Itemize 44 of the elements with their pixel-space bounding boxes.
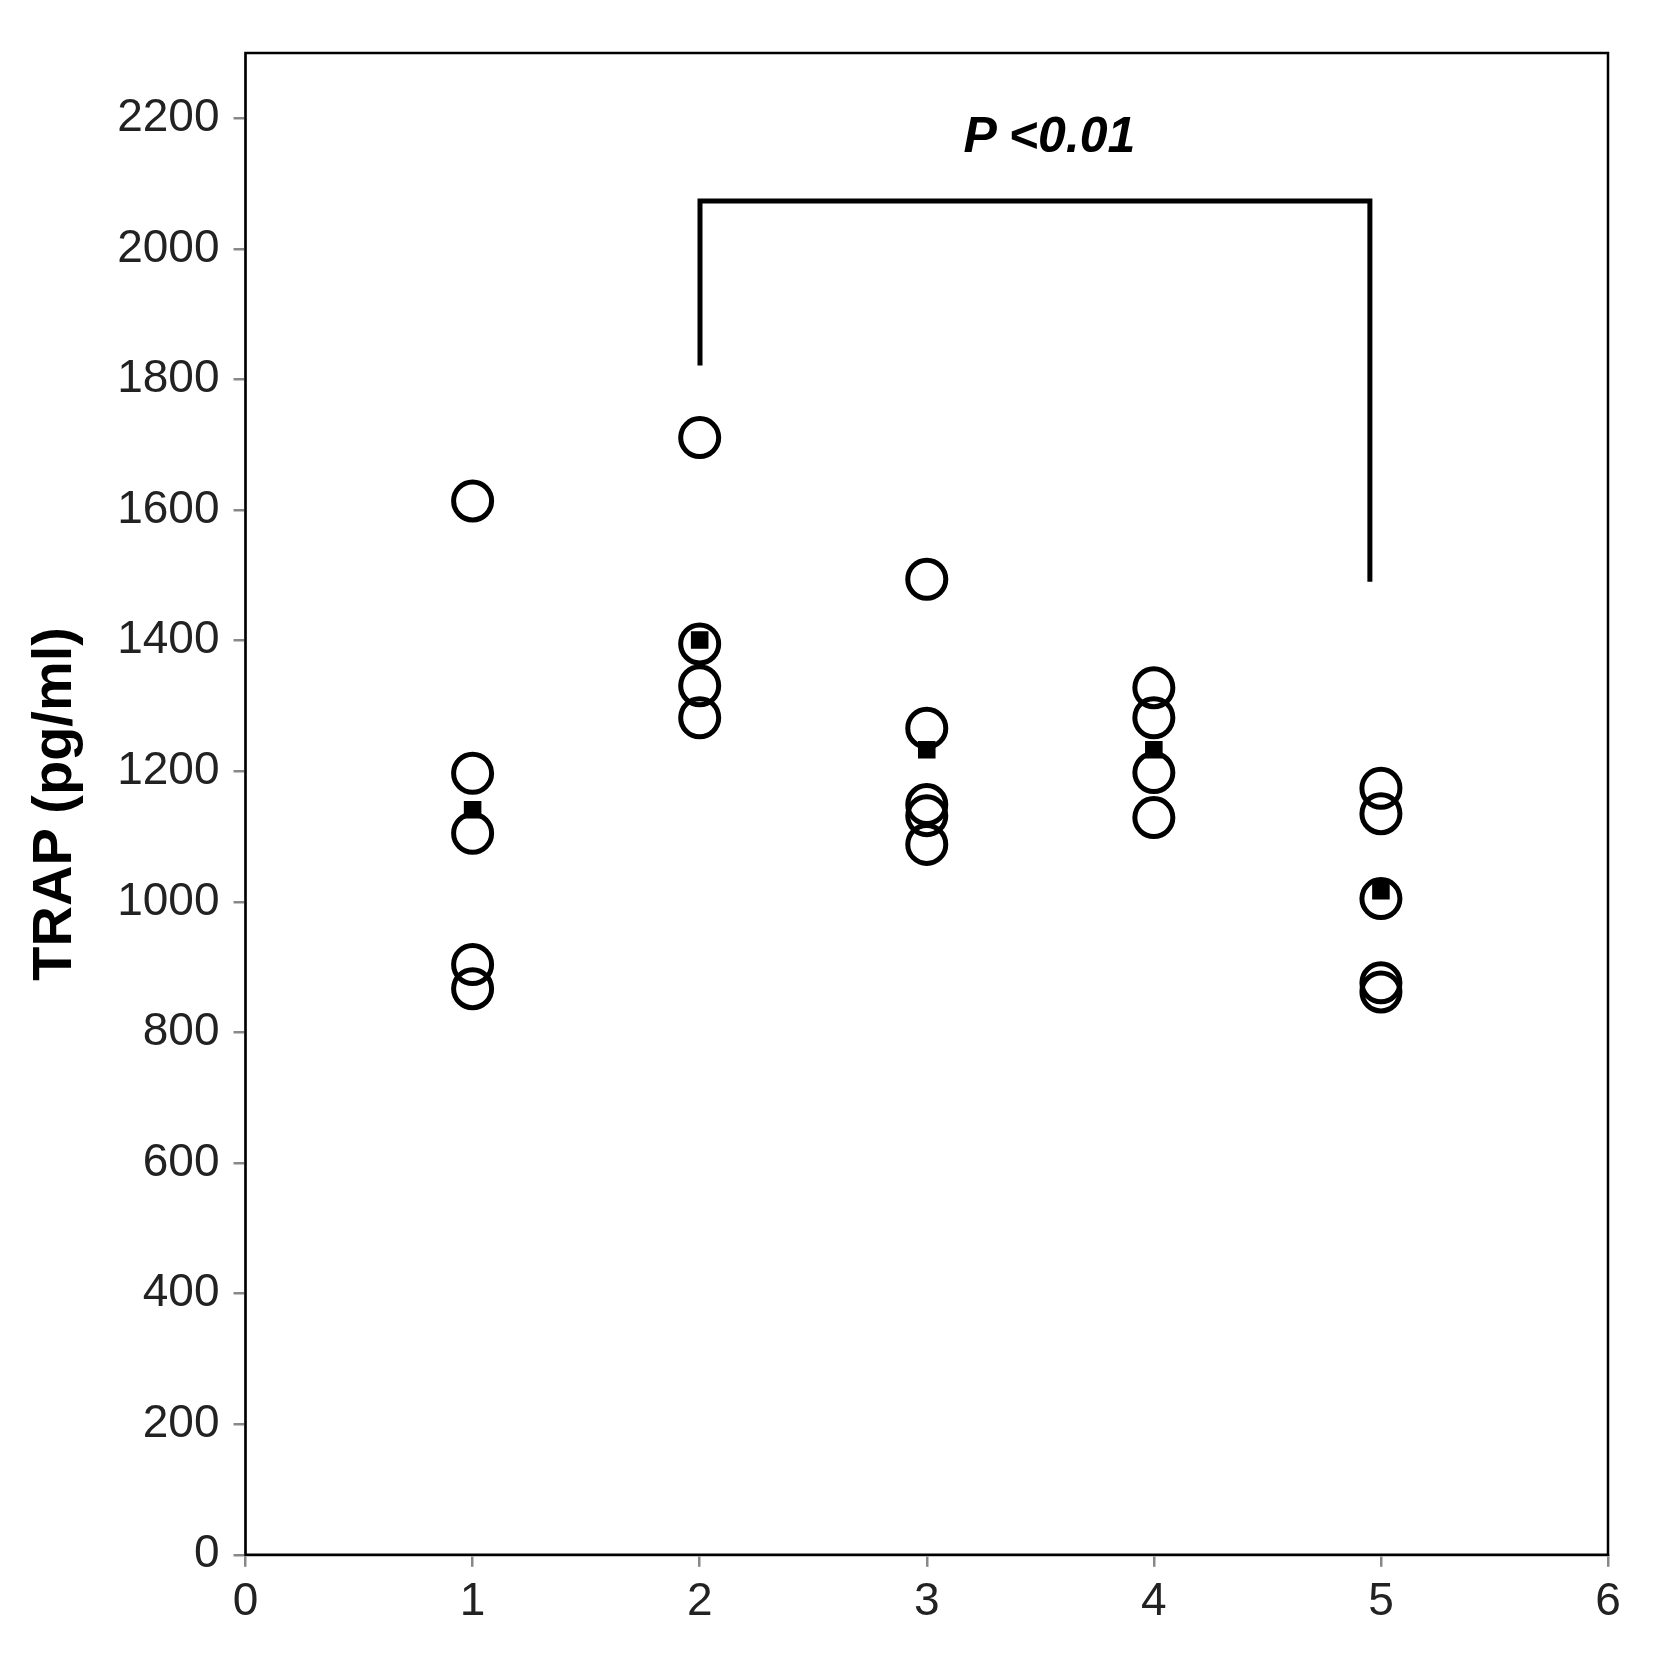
point xyxy=(451,751,495,795)
x-tick-label: 4 xyxy=(1141,1573,1167,1626)
y-tick-label: 1000 xyxy=(117,872,220,925)
point xyxy=(1132,666,1176,710)
point xyxy=(905,783,949,827)
y-axis-title: TRAP (pg/ml) xyxy=(20,627,84,981)
y-tick-label: 800 xyxy=(142,1003,220,1056)
point xyxy=(1359,766,1403,810)
point xyxy=(1132,796,1176,840)
point xyxy=(905,794,949,838)
point xyxy=(678,696,722,740)
point xyxy=(678,622,722,666)
point xyxy=(1132,696,1176,740)
point xyxy=(1359,792,1403,836)
point xyxy=(905,557,949,601)
y-tick-label: 1600 xyxy=(117,480,220,533)
x-tick-label: 0 xyxy=(232,1573,259,1626)
point xyxy=(1132,751,1176,795)
x-tick-label: 2 xyxy=(686,1573,713,1626)
y-tick-label: 200 xyxy=(142,1394,220,1447)
y-tick-label: 1200 xyxy=(117,741,220,794)
y-tick-label: 1400 xyxy=(117,611,220,664)
point xyxy=(451,479,495,523)
point xyxy=(905,706,949,750)
point xyxy=(905,822,949,866)
y-tick-label: 2000 xyxy=(117,219,220,272)
point xyxy=(451,967,495,1011)
x-tick-label: 1 xyxy=(459,1573,486,1626)
y-tick-label: 600 xyxy=(142,1133,220,1186)
x-tick-label: 5 xyxy=(1368,1573,1394,1626)
y-tick-label: 2200 xyxy=(117,88,220,141)
point xyxy=(678,416,722,460)
x-tick-label: 3 xyxy=(913,1573,940,1626)
point xyxy=(678,664,722,708)
point xyxy=(1359,877,1403,921)
point xyxy=(1359,961,1403,1005)
point xyxy=(451,811,495,855)
point xyxy=(1359,970,1403,1014)
x-tick-label: 6 xyxy=(1595,1573,1621,1626)
y-tick-label: 0 xyxy=(193,1525,220,1578)
y-tick-label: 1800 xyxy=(117,350,220,403)
y-tick-label: 400 xyxy=(142,1264,220,1317)
annotation: P <0.01 xyxy=(963,105,1136,164)
point xyxy=(451,943,495,987)
